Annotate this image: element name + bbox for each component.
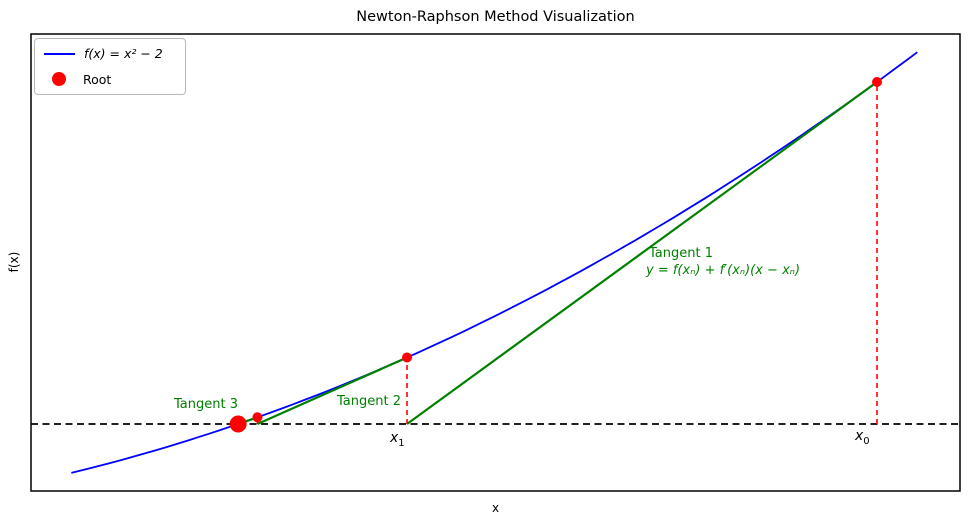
root-marker-swatch-icon	[52, 72, 66, 87]
legend-entry-function: f(x) = x² − 2	[44, 43, 176, 65]
x1-point-label: x1	[390, 430, 405, 449]
tangent3-annotation: Tangent 3	[174, 397, 238, 412]
legend-label-root: Root	[83, 71, 112, 87]
legend: f(x) = x² − 2 Root	[34, 38, 186, 95]
x0-point-label: x0	[855, 428, 870, 447]
legend-entry-root: Root	[44, 69, 176, 91]
curve-swatch-icon	[44, 52, 75, 55]
tangent-line-2	[257, 356, 408, 426]
tangent2-annotation: Tangent 2	[337, 394, 401, 409]
function-curve	[71, 51, 918, 474]
legend-label-function: f(x) = x² − 2	[84, 46, 163, 62]
tangent1-label: Tangent 1	[649, 246, 713, 261]
tangent-line-1	[406, 81, 878, 425]
chart-title: Newton-Raphson Method Visualization	[356, 9, 635, 25]
tangent-formula: y = f(xₙ) + f′(xₙ)(x − xₙ)	[646, 263, 801, 278]
iterate-point-x0	[872, 76, 883, 87]
x-axis-label: x	[491, 501, 500, 515]
root-point	[229, 415, 247, 433]
iterate-point-x2	[252, 412, 263, 423]
iterate-point-x1	[402, 352, 413, 363]
plot-frame	[30, 33, 961, 492]
tangent1-annotation: Tangent 1 y = f(xₙ) + f′(xₙ)(x − xₙ)	[646, 245, 800, 279]
